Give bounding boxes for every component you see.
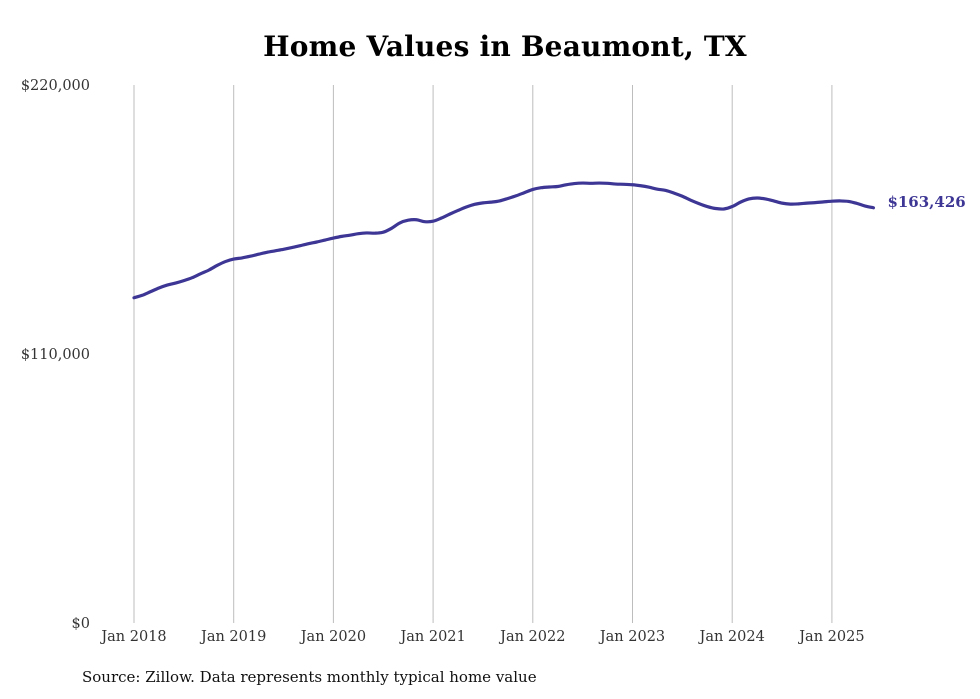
series-line — [132, 181, 876, 300]
x-axis-ticks: Jan 2018 Jan 2019 Jan 2020 Jan 2021 Jan 2022… — [99, 629, 864, 645]
x-tick-label: Jan 2021 — [398, 629, 465, 645]
x-tick-label: Jan 2018 — [99, 629, 166, 645]
y-tick-label: $220,000 — [21, 78, 90, 94]
x-tick-label: Jan 2019 — [199, 629, 266, 645]
x-tick-label: Jan 2020 — [299, 629, 366, 645]
y-tick-label: $0 — [72, 616, 90, 632]
gridlines — [133, 85, 833, 623]
x-tick-label: Jan 2023 — [598, 629, 665, 645]
chart-title: Home Values in Beaumont, TX — [263, 30, 747, 63]
x-tick-label: Jan 2022 — [498, 629, 565, 645]
x-tick-label: Jan 2024 — [698, 629, 765, 645]
y-axis-ticks: $0 $110,000 $220,000 — [21, 78, 90, 632]
source-note: Source: Zillow. Data represents monthly … — [82, 668, 537, 686]
series-layer: $163,426 — [132, 181, 966, 300]
y-tick-label: $110,000 — [21, 347, 90, 363]
x-tick-label: Jan 2025 — [797, 629, 864, 645]
end-value-label: $163,426 — [887, 193, 965, 211]
